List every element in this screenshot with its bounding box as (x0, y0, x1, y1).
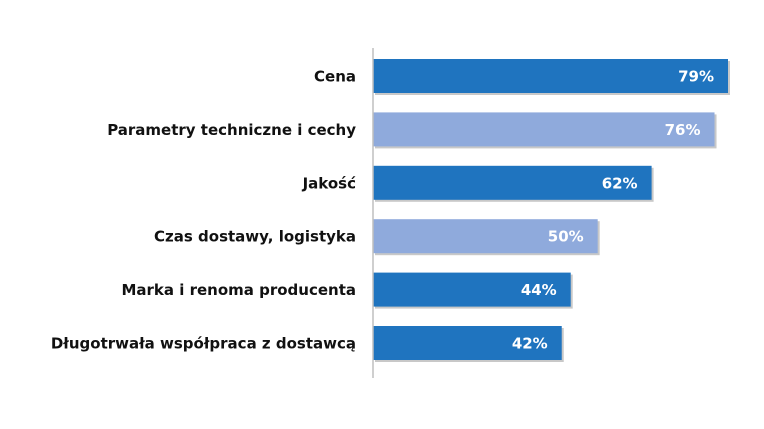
category-label: Długotrwała współpraca z dostawcą (51, 335, 356, 353)
bar-value-label: 44% (521, 281, 557, 299)
category-label: Cena (314, 68, 356, 86)
category-labels-layer: Cena Parametry techniczne i cechy Jakość Cz… (51, 68, 356, 353)
bars-layer: 79% 76% 62% 50% 44% 42% (373, 59, 730, 362)
category-label: Czas dostawy, logistyka (154, 228, 356, 246)
bar (373, 59, 728, 93)
bar (373, 219, 598, 254)
bar-value-label: 62% (602, 174, 638, 192)
category-label: Marka i renoma producenta (121, 281, 356, 299)
bar-value-label: 79% (678, 68, 714, 86)
bar-value-label: 42% (512, 335, 548, 353)
bar (373, 326, 562, 360)
bar-value-label: 50% (548, 228, 584, 246)
category-label: Jakość (302, 174, 357, 192)
bar-value-label: 76% (665, 121, 701, 139)
category-label: Parametry techniczne i cechy (107, 121, 356, 139)
bar (373, 112, 715, 147)
bar (373, 272, 571, 307)
bar (373, 165, 652, 200)
